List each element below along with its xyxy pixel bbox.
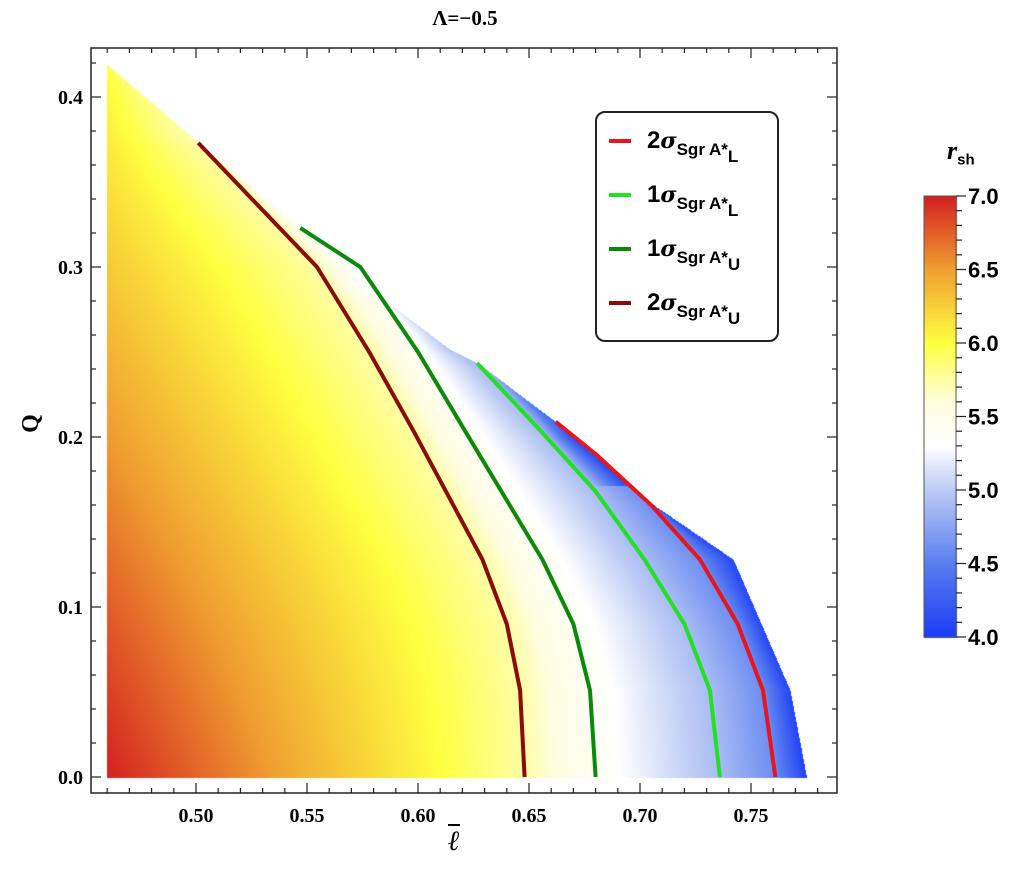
- legend-label: 2σSgr A*L: [647, 127, 739, 166]
- legend-swatch: [609, 301, 631, 305]
- legend-item: 2σSgr A*L: [609, 121, 739, 166]
- legend-label: 1σSgr A*L: [647, 181, 739, 220]
- colorbar-tick-label: 6.0: [968, 331, 999, 356]
- x-tick-label: 0.75: [734, 805, 769, 827]
- x-tick-label: 0.65: [512, 805, 547, 827]
- colorbar-tick-label: 4.0: [968, 625, 999, 650]
- legend-item: 1σSgr A*U: [609, 229, 741, 274]
- colorbar-tick-label: 7.0: [968, 184, 999, 209]
- x-tick-label: 0.55: [290, 805, 325, 827]
- legend-item: 1σSgr A*L: [609, 175, 739, 220]
- x-tick-label: 0.50: [179, 805, 214, 827]
- y-tick-label: 0.3: [58, 257, 83, 279]
- colorbar-title-sub: sh: [957, 151, 975, 169]
- legend-swatch: [609, 247, 631, 251]
- legend-label: 2σSgr A*U: [647, 289, 741, 328]
- legend-item: 2σSgr A*U: [609, 283, 741, 328]
- chart-title: Λ=−0.5: [432, 6, 498, 30]
- y-tick-label: 0.0: [58, 767, 83, 789]
- x-tick-label: 0.70: [623, 805, 658, 827]
- colorbar-frame: [923, 195, 957, 638]
- legend-swatch: [609, 193, 631, 197]
- legend-label: 1σSgr A*U: [647, 235, 741, 274]
- x-axis-label: ℓ: [448, 826, 460, 857]
- colorbar-title-main: r: [947, 136, 958, 165]
- colorbar-tick-label: 4.5: [968, 552, 999, 577]
- colorbar-tick-label: 5.5: [968, 405, 999, 430]
- y-tick-label: 0.4: [58, 87, 83, 109]
- contour-curve-2: [475, 361, 722, 778]
- x-tick-label: 0.60: [401, 805, 436, 827]
- colorbar-title: rsh: [947, 136, 975, 168]
- legend-swatch: [609, 139, 631, 143]
- contour-curve-4: [196, 141, 527, 778]
- colorbar-tick-label: 6.5: [968, 258, 999, 283]
- contour-curve-3: [299, 226, 598, 778]
- y-tick-label: 0.2: [58, 427, 83, 449]
- plot-frame: [90, 47, 838, 794]
- y-axis-label: Q: [17, 414, 44, 433]
- contour-curve-1: [554, 420, 778, 778]
- y-tick-label: 0.1: [58, 597, 83, 619]
- legend: 2σSgr A*L 1σSgr A*L 1σSgr A*U 2σSgr A*U: [595, 111, 779, 342]
- colorbar-tick-label: 5.0: [968, 478, 999, 503]
